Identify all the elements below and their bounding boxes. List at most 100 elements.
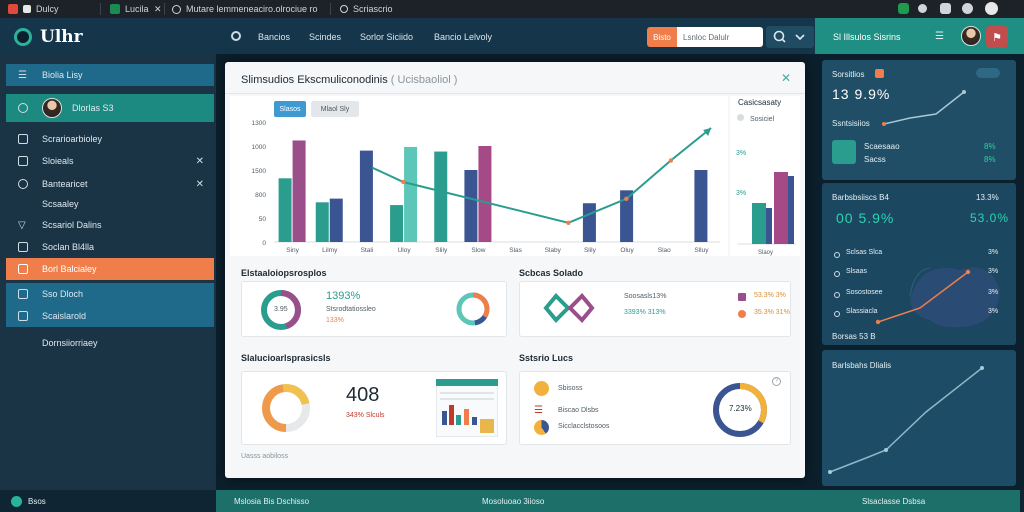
browser-tab[interactable]: Lucila	[104, 0, 155, 18]
list-item[interactable]: Biscao Dlsbs	[558, 407, 599, 414]
legend-dot-icon	[737, 114, 744, 121]
browser-tab[interactable]: Mutare lemmeneaciro.olrociue ro	[166, 0, 324, 18]
list-item[interactable]: Sbisoss	[558, 385, 583, 392]
chart-toggle[interactable]: Mlaol Sly	[311, 101, 359, 117]
legend-label: Sosiciel	[750, 116, 775, 123]
spreadsheet-thumbnail[interactable]	[436, 379, 498, 437]
chart-toggle-active[interactable]: Slasos	[274, 101, 306, 117]
metric-value: 13 9.9%	[832, 86, 891, 102]
trend-arrow-icon	[703, 128, 712, 136]
avatar[interactable]	[985, 2, 998, 15]
card-title: Barlsbahs Dlialis	[832, 361, 892, 370]
legend-dot-icon	[738, 310, 746, 318]
map-row-value: 3%	[988, 289, 999, 296]
list-item[interactable]: Sicclacclstosoos	[558, 423, 610, 430]
sidebar-item[interactable]: Bantearicet ✕	[6, 173, 214, 195]
search-filter-chip[interactable]: Bisto	[647, 27, 677, 47]
x-tick-label: Slas	[509, 247, 522, 254]
extension-icon[interactable]	[898, 3, 909, 14]
puzzle-icon[interactable]	[918, 4, 927, 13]
trend-line-chart	[828, 366, 984, 474]
folder-icon	[18, 134, 28, 144]
infinity-icon	[543, 293, 595, 323]
chart-side-title: Casicsasaty	[738, 98, 782, 107]
coin-icon	[534, 381, 549, 396]
browser-tab[interactable]: Dulcy	[2, 0, 65, 18]
tab-close-icon[interactable]: ✕	[154, 3, 162, 14]
notification-icon[interactable]: ⚑	[986, 26, 1008, 48]
browser-tab-strip: Dulcy Lucila ✕ Mutare lemmeneaciro.olroc…	[0, 0, 1024, 18]
stat-label: 35.3% 31%	[754, 309, 790, 316]
browser-favicon-icon	[8, 4, 18, 14]
app-logo[interactable]: Ulhr	[40, 27, 83, 47]
sidebar-item[interactable]: Sloieals ✕	[6, 150, 214, 172]
sidebar-item[interactable]: Dornsiiorriaey	[6, 332, 214, 354]
close-icon[interactable]: ✕	[781, 71, 792, 85]
browser-tab[interactable]: Scriascrio	[334, 0, 399, 18]
donut-chart	[262, 384, 310, 432]
settings-icon[interactable]	[940, 3, 951, 14]
metric-sub: Scaesaao	[864, 142, 900, 151]
x-tick-label: Oluy	[620, 247, 634, 254]
menu-icon[interactable]: ☰	[935, 31, 944, 42]
status-text: Mosoluoao 3iioso	[482, 497, 545, 506]
avatar	[42, 98, 62, 118]
sidebar-item[interactable]: ▽ Scsariol Dalins	[6, 214, 214, 236]
sidebar-item-label: Sso Dloch	[42, 289, 84, 299]
bar	[694, 170, 708, 242]
sidebar-item[interactable]: Sso Dloch	[6, 283, 214, 305]
x-tick-label: Slluy	[694, 247, 709, 254]
side-mini-chart: Slaoy	[738, 172, 796, 256]
toggle-switch[interactable]	[976, 68, 1000, 78]
nav-link[interactable]: Scindes	[309, 32, 342, 42]
avatar[interactable]	[961, 26, 981, 46]
side-axis-label: 3%	[736, 150, 747, 157]
x-tick-label: Slaby	[545, 247, 562, 254]
search-input[interactable]	[677, 27, 763, 47]
nav-link[interactable]: Sorlor Siciido	[360, 32, 414, 42]
bar	[278, 178, 292, 242]
sidebar-item[interactable]: Soclan Bl4lla	[6, 236, 214, 258]
footer-note: Uasss aobiloss	[241, 453, 289, 460]
metric-sub: Sacss	[864, 155, 886, 164]
pie-icon	[534, 420, 549, 435]
donut-chart	[456, 292, 490, 326]
close-icon[interactable]: ✕	[195, 155, 204, 167]
nav-link[interactable]: Bancios	[258, 32, 291, 42]
search-icon	[340, 5, 348, 13]
modal-title-text: Slimsudios Ekscmuliconodinis	[241, 74, 388, 86]
close-icon[interactable]: ✕	[195, 178, 204, 190]
sidebar-item[interactable]: Scsaaley	[6, 193, 214, 215]
logo-icon	[14, 28, 32, 46]
info-icon[interactable]: ?	[772, 377, 781, 386]
sidebar-item-profile[interactable]: Dlorlas S3	[6, 94, 214, 122]
sidebar-item[interactable]: Scrarioarbioley	[6, 128, 214, 150]
search-icon[interactable]	[231, 31, 241, 41]
bar	[359, 150, 373, 242]
stat-sub-value: 133%	[326, 317, 344, 324]
thumbnail-icon[interactable]	[832, 140, 856, 164]
map-row-value: 3%	[988, 249, 999, 256]
menu-icon: ☰	[18, 70, 27, 81]
sidebar-item[interactable]: Scaislarold	[6, 305, 214, 327]
metric-label: Ssntsisiios	[832, 119, 870, 128]
nav-link[interactable]: Bancio Lelvoly	[434, 32, 493, 42]
list-icon: ☰	[534, 405, 543, 416]
x-tick-label: Slow	[471, 247, 485, 254]
search-button[interactable]	[766, 26, 814, 48]
row-dot-icon	[834, 311, 840, 317]
big-number-sub: 343% Slculs	[346, 412, 385, 419]
search-icon	[773, 30, 805, 43]
section-title: Sstsrio Lucs	[519, 353, 574, 363]
chart-side-legend: Sosiciel	[737, 114, 774, 123]
big-number: 408	[346, 384, 380, 406]
map-footer: Borsas 53 B	[832, 332, 876, 341]
status-bar-panel	[216, 490, 1020, 512]
x-tick-label: Siny	[286, 247, 299, 254]
side-axis-label: 3%	[736, 190, 747, 197]
sidebar-item-home[interactable]: ☰ Biolia Lisy	[6, 64, 214, 86]
sidebar-item-label: Soclan Bl4lla	[42, 242, 95, 252]
profile-icon[interactable]	[962, 3, 973, 14]
section-title: Slalucioarlsprasicsls	[241, 353, 331, 363]
sidebar-item-active[interactable]: Borl Balcialey	[6, 258, 214, 280]
